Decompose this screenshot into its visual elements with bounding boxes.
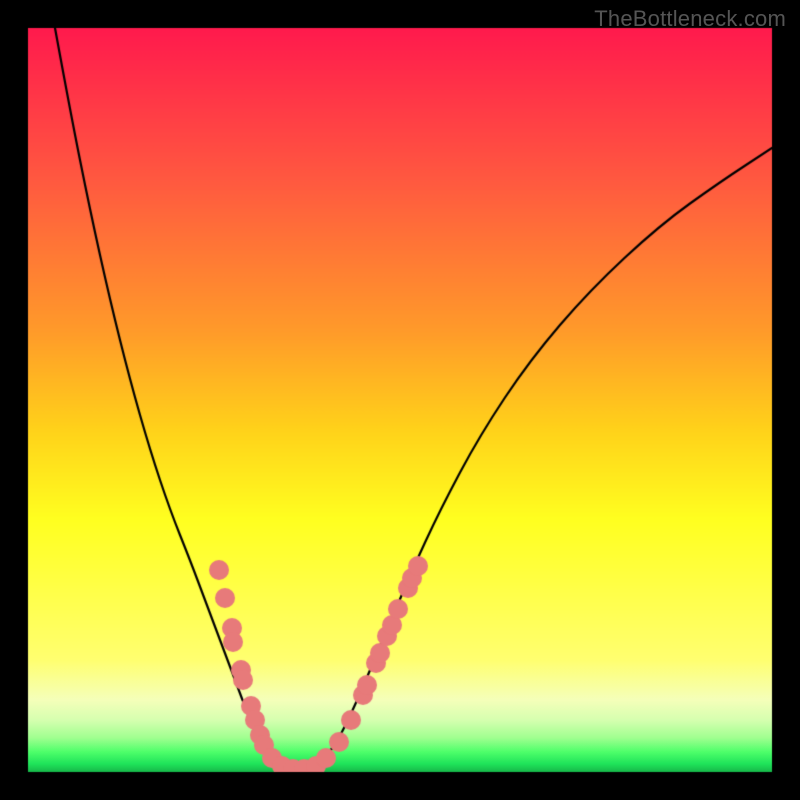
bottleneck-chart-canvas bbox=[0, 0, 800, 800]
